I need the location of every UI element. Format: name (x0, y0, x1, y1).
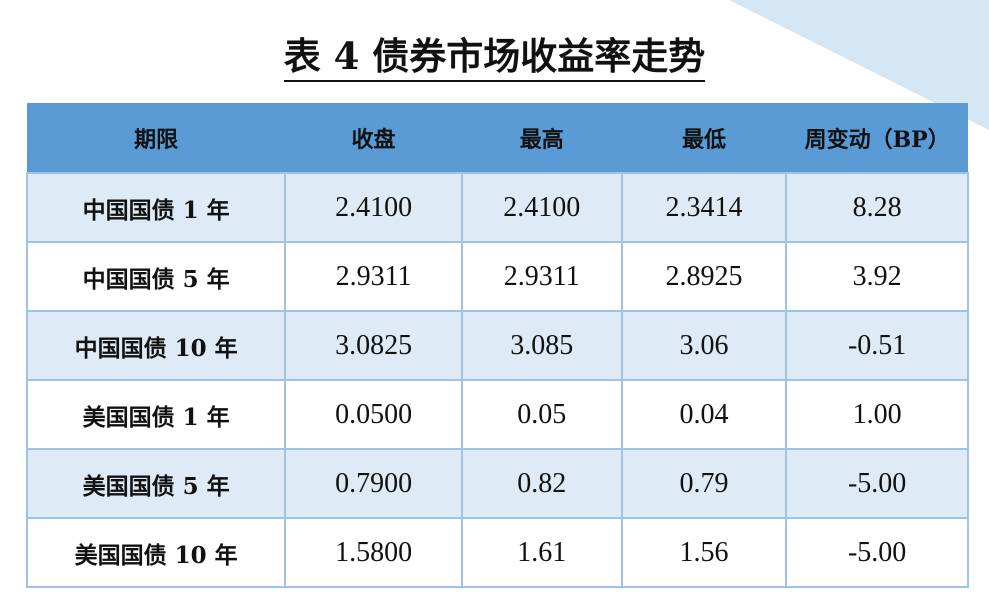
table-cell: 0.79 (620, 448, 788, 519)
table-cell: 2.3414 (620, 172, 788, 243)
table-cell: -5.00 (785, 448, 969, 519)
table-cell: -0.51 (785, 310, 969, 381)
table-cell: 2.9311 (284, 241, 463, 312)
bond-yield-table: 期限 收盘 最高 最低 周变动（BP） 中国国债 1 年 2.4100 2.4100 2.34… (25, 103, 969, 588)
column-header: 收盘 (285, 103, 462, 173)
table-cell: 0.05 (460, 379, 623, 450)
table-cell: 1.00 (785, 379, 969, 450)
table-cell: 0.82 (460, 448, 623, 519)
table-cell: 3.06 (620, 310, 788, 381)
table-cell: 1.5800 (284, 517, 463, 588)
header-row: 期限 收盘 最高 最低 周变动（BP） (27, 103, 968, 173)
table-cell: 2.8925 (620, 241, 788, 312)
column-header: 周变动（BP） (786, 103, 968, 173)
row-label: 中国国债 1 年 (25, 172, 287, 243)
table-row: 美国国债 5 年 0.7900 0.82 0.79 -5.00 (25, 448, 969, 519)
table-cell: 0.7900 (284, 448, 463, 519)
row-label: 美国国债 10 年 (25, 517, 287, 588)
column-header: 期限 (27, 103, 286, 173)
table-title-wrap: 表 4 债券市场收益率走势 (0, 26, 989, 82)
column-header: 最低 (621, 103, 787, 173)
column-header: 最高 (461, 103, 622, 173)
table-cell: 3.0825 (284, 310, 463, 381)
table-cell: 3.92 (785, 241, 969, 312)
table-cell: 1.56 (620, 517, 788, 588)
table-cell: 1.61 (460, 517, 623, 588)
table-row: 中国国债 10 年 3.0825 3.085 3.06 -0.51 (25, 310, 969, 381)
row-label: 中国国债 10 年 (25, 310, 287, 381)
table-row: 中国国债 1 年 2.4100 2.4100 2.3414 8.28 (25, 172, 969, 243)
table-title: 表 4 债券市场收益率走势 (283, 34, 706, 82)
table-cell: 3.085 (460, 310, 623, 381)
row-label: 中国国债 5 年 (25, 241, 287, 312)
table-cell: 8.28 (785, 172, 969, 243)
table-cell: 2.4100 (460, 172, 623, 243)
row-label: 美国国债 5 年 (25, 448, 287, 519)
table-cell: 2.9311 (460, 241, 623, 312)
table-row: 美国国债 1 年 0.0500 0.05 0.04 1.00 (25, 379, 969, 450)
table-cell: -5.00 (785, 517, 969, 588)
table-row: 中国国债 5 年 2.9311 2.9311 2.8925 3.92 (25, 241, 969, 312)
table-row: 美国国债 10 年 1.5800 1.61 1.56 -5.00 (25, 517, 969, 588)
table-cell: 0.04 (620, 379, 788, 450)
row-label: 美国国债 1 年 (25, 379, 287, 450)
table-cell: 0.0500 (284, 379, 463, 450)
table-cell: 2.4100 (284, 172, 463, 243)
